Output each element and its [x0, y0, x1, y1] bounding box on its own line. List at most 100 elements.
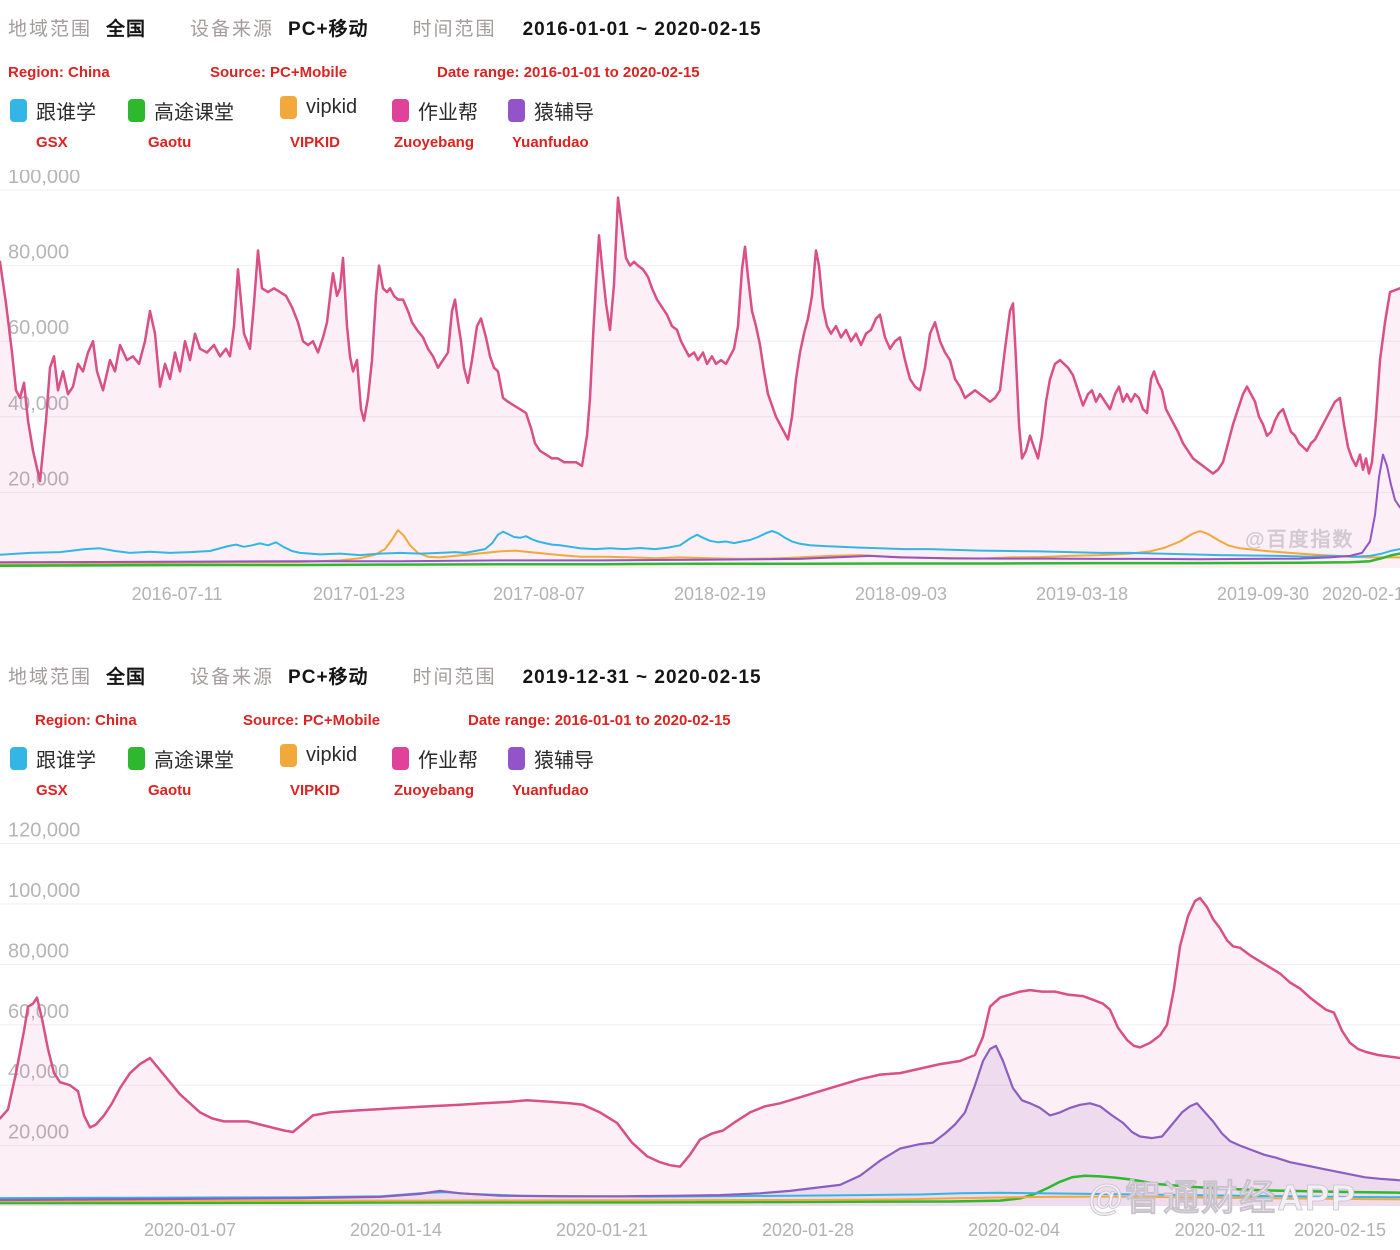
series-line-yuanfudao[interactable] [0, 453, 1400, 564]
legend-item-zuoyebang[interactable]: 作业帮 [392, 744, 478, 773]
time-range-value[interactable]: 2019-12-31 ~ 2020-02-15 [522, 667, 762, 688]
x-axis-tick-label: 2020-01-07 [144, 1220, 236, 1240]
y-axis-tick-label: 40,000 [8, 1061, 69, 1083]
legend-label: 作业帮 [418, 102, 478, 124]
series-line-gaotu[interactable] [0, 552, 1400, 567]
legend-item-vipkid[interactable]: vipkid [280, 96, 357, 119]
legend-label: 作业帮 [418, 750, 478, 772]
legend-swatch-vipkid [280, 96, 297, 119]
legend-swatch-yuanfudao [508, 99, 525, 122]
area-fill-zuoyebang [0, 197, 1400, 568]
x-axis-tick-label: 2016-07-11 [132, 584, 223, 604]
legend-swatch-zuoyebang [392, 747, 409, 770]
region-scope-label: 地域范围 [8, 667, 93, 688]
device-source-label: 设备来源 [190, 667, 275, 688]
legend-english-label-gsx: GSX [36, 782, 68, 799]
legend-english-label-yuanfudao: Yuanfudao [512, 782, 589, 799]
source-annotation: Source: PC+Mobile [243, 712, 381, 729]
chart-scope-header: 地域范围 全国 设备来源 PC+移动 时间范围 2016-01-01 ~ 2020-02-… [8, 14, 762, 42]
series-line-vipkid[interactable] [0, 1195, 1400, 1203]
x-axis-tick-label: 2020-02-15 [1294, 1220, 1386, 1240]
legend-swatch-gaotu [128, 747, 145, 770]
y-axis-tick-label: 40,000 [8, 393, 69, 415]
legend-row: 跟谁学 高途课堂 vipkid 作业帮 猿辅导 [0, 744, 1400, 774]
legend-label: 跟谁学 [36, 750, 96, 772]
x-axis-tick-label: 2020-01-21 [556, 1220, 648, 1240]
area-fill-yuanfudao [0, 1045, 1400, 1206]
legend-item-gsx[interactable]: 跟谁学 [10, 96, 96, 125]
x-axis-tick-label: 2019-03-18 [1036, 584, 1128, 604]
legend-english-label-gaotu: Gaotu [148, 782, 192, 799]
y-axis-tick-label: 80,000 [8, 242, 69, 264]
chart-scope-header: 地域范围 全国 设备来源 PC+移动 时间范围 2019-12-31 ~ 2020-02-… [8, 662, 762, 690]
y-axis-tick-label: 20,000 [8, 1122, 69, 1144]
time-range-label: 时间范围 [412, 19, 497, 40]
legend-swatch-zuoyebang [392, 99, 409, 122]
english-annotation-row: Region: China Source: PC+Mobile Date ran… [0, 712, 1400, 732]
time-range-value[interactable]: 2016-01-01 ~ 2020-02-15 [522, 19, 762, 40]
index-trend-plot-recent[interactable]: 20,000 40,000 60,000 80,000 100,000 120,000 20… [0, 818, 1400, 1250]
legend-english-label-vipkid: VIPKID [290, 134, 341, 151]
daterange-annotation: Date range: 2016-01-01 to 2020-02-15 [468, 712, 731, 729]
x-axis-tick-label: 2020-01-28 [762, 1220, 854, 1240]
legend-item-gaotu[interactable]: 高途课堂 [128, 96, 234, 125]
index-trend-plot-fullrange[interactable]: 20,00040,00060,00080,000100,0002016-07-1… [0, 170, 1400, 615]
device-source-label: 设备来源 [190, 19, 275, 40]
legend-english-label-gaotu: Gaotu [148, 134, 192, 151]
area-fill-zuoyebang [0, 898, 1400, 1206]
legend-label: 高途课堂 [154, 102, 234, 124]
series-line-yuanfudao[interactable] [0, 1044, 1400, 1202]
legend-item-vipkid[interactable]: vipkid [280, 744, 357, 767]
legend-item-yuanfudao[interactable]: 猿辅导 [508, 96, 594, 125]
legend-item-gsx[interactable]: 跟谁学 [10, 744, 96, 773]
y-axis-tick-label: 60,000 [8, 1001, 69, 1023]
legend-item-yuanfudao[interactable]: 猿辅导 [508, 744, 594, 773]
x-axis-tick-label: 2018-02-19 [674, 584, 766, 604]
legend-english-label-zuoyebang: Zuoyebang [394, 782, 475, 799]
region-scope-value[interactable]: 全国 [106, 667, 147, 688]
legend-item-gaotu[interactable]: 高途课堂 [128, 744, 234, 773]
x-axis-tick-label: 2020-02-11 [1175, 1220, 1266, 1240]
chart-section-fullrange: 地域范围 全国 设备来源 PC+移动 时间范围 2016-01-01 ~ 2020-02-… [0, 0, 1400, 620]
legend-swatch-gaotu [128, 99, 145, 122]
watermark: @智通财经APP [1088, 1177, 1357, 1218]
source-annotation: Source: PC+Mobile [210, 64, 348, 81]
legend-label: 猿辅导 [534, 102, 594, 124]
english-annotation-row: Region: China Source: PC+Mobile Date ran… [0, 64, 1400, 84]
y-axis-tick-label: 120,000 [8, 820, 80, 842]
device-source-value[interactable]: PC+移动 [288, 19, 369, 40]
series-line-gaotu[interactable] [0, 1174, 1400, 1205]
series-line-gsx[interactable] [0, 530, 1400, 558]
x-axis-tick-label: 2019-09-30 [1217, 584, 1309, 604]
legend-english-label-yuanfudao: Yuanfudao [512, 134, 589, 151]
series-line-zuoyebang[interactable] [0, 196, 1400, 483]
legend-swatch-gsx [10, 99, 27, 122]
legend-label: 猿辅导 [534, 750, 594, 772]
legend-label: 高途课堂 [154, 750, 234, 772]
device-source-value[interactable]: PC+移动 [288, 667, 369, 688]
legend-english-row: GSX Gaotu VIPKID Zuoyebang Yuanfudao [0, 134, 1400, 154]
region-annotation: Region: China [8, 64, 110, 81]
x-axis-tick-label: 2017-01-23 [313, 584, 405, 604]
legend-english-label-gsx: GSX [36, 134, 68, 151]
series-line-zuoyebang[interactable] [0, 896, 1400, 1168]
chart-section-recent: 地域范围 全国 设备来源 PC+移动 时间范围 2019-12-31 ~ 2020-02-… [0, 648, 1400, 1250]
region-scope-value[interactable]: 全国 [106, 19, 147, 40]
legend-label: 跟谁学 [36, 102, 96, 124]
legend-english-label-vipkid: VIPKID [290, 782, 341, 799]
daterange-annotation: Date range: 2016-01-01 to 2020-02-15 [437, 64, 700, 81]
x-axis-tick-label: 2017-08-07 [493, 584, 585, 604]
legend-swatch-yuanfudao [508, 747, 525, 770]
region-annotation: Region: China [35, 712, 137, 729]
y-axis-tick-label: 80,000 [8, 940, 69, 962]
legend-item-zuoyebang[interactable]: 作业帮 [392, 96, 478, 125]
y-axis-tick-label: 60,000 [8, 317, 69, 339]
x-axis-tick-label: 2020-02-04 [968, 1220, 1060, 1240]
legend-row: 跟谁学 高途课堂 vipkid 作业帮 猿辅导 [0, 96, 1400, 126]
time-range-label: 时间范围 [412, 667, 497, 688]
legend-swatch-vipkid [280, 744, 297, 767]
x-axis-tick-label: 2020-02-10 [1322, 584, 1400, 604]
x-axis-tick-label: 2020-01-14 [350, 1220, 442, 1240]
y-axis-tick-label: 100,000 [8, 880, 80, 902]
